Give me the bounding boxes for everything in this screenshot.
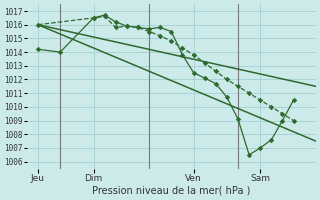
X-axis label: Pression niveau de la mer( hPa ): Pression niveau de la mer( hPa ) [92,186,251,196]
